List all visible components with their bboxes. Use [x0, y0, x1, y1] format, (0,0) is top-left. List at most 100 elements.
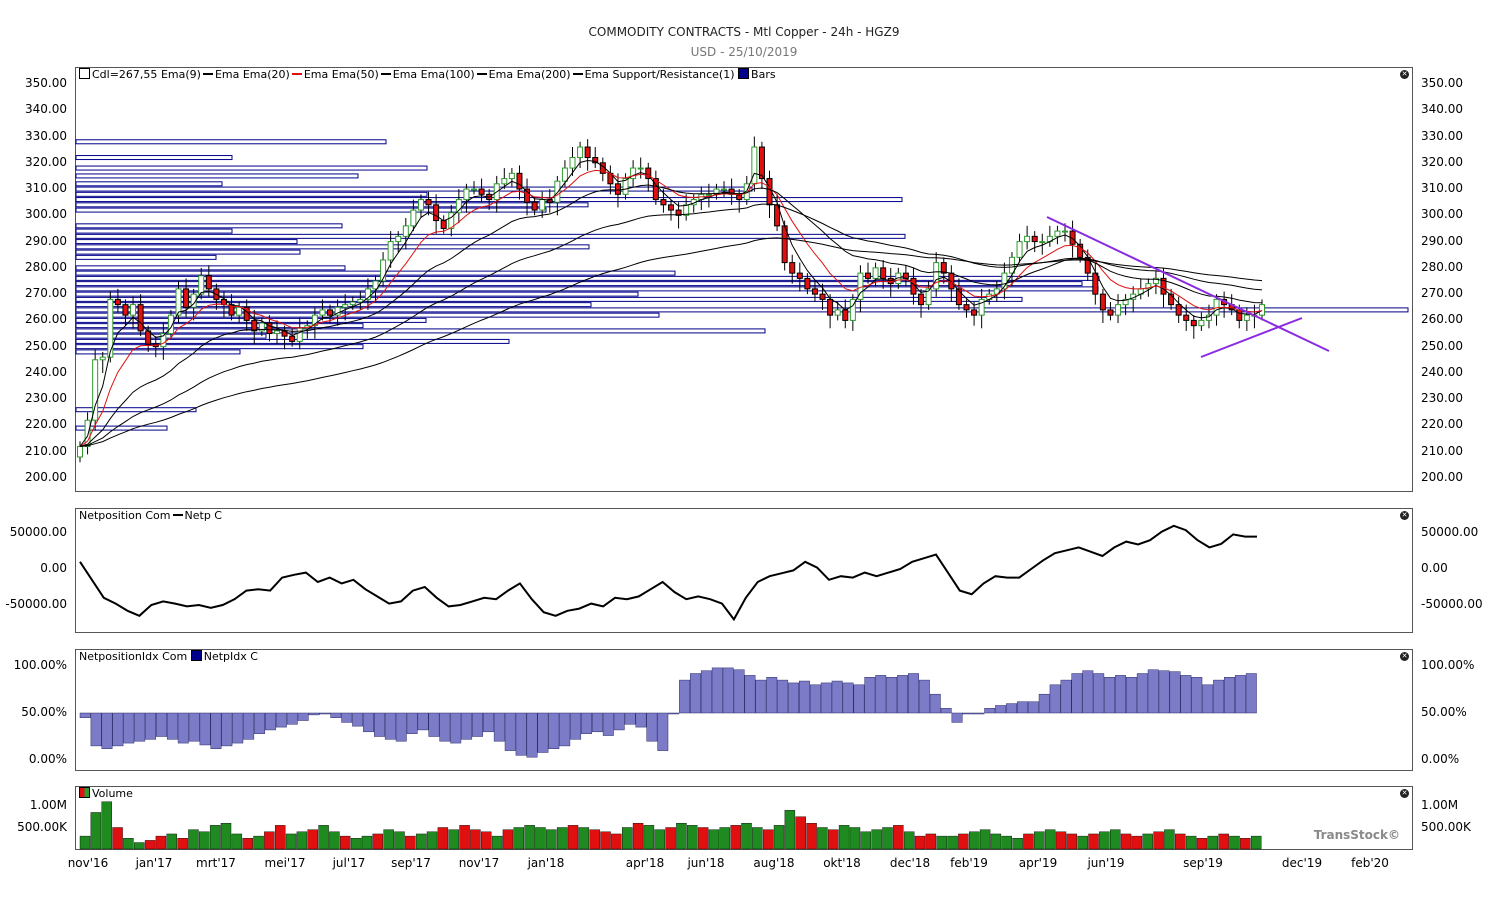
- sr-bar: [75, 202, 589, 208]
- volume-bar: [882, 827, 893, 850]
- candle-body: [736, 193, 743, 201]
- volume-bar: [784, 810, 796, 850]
- candle-body: [978, 298, 985, 316]
- sr-bar: [75, 349, 241, 355]
- netidx-bar: [613, 712, 625, 731]
- volume-bar: [990, 833, 1002, 850]
- candle-body: [137, 304, 144, 332]
- price-tick-right: 200.00: [1421, 470, 1463, 484]
- candle-body: [539, 199, 546, 211]
- netidx-bar: [788, 682, 800, 714]
- candle-body: [849, 298, 856, 321]
- volume-bar: [969, 831, 980, 850]
- sr-bar: [75, 181, 223, 187]
- volume-bar: [556, 827, 568, 850]
- netidx-bar: [145, 712, 157, 740]
- candle-body: [372, 280, 379, 290]
- candle-body: [721, 188, 728, 191]
- volume-bar: [871, 829, 882, 850]
- volume-bar: [481, 831, 492, 850]
- volume-bar: [155, 835, 167, 850]
- netidx-bar: [1213, 679, 1225, 714]
- volume-bar: [285, 833, 297, 850]
- price-tick-left: 300.00: [25, 207, 67, 222]
- volume-bar: [372, 833, 384, 850]
- netidx-bar: [744, 675, 756, 714]
- x-tick-label: jun'18: [687, 856, 725, 870]
- netposition-panel: Netposition Com Netp C ✕: [75, 508, 1413, 633]
- price-tick-left: 330.00: [25, 128, 67, 143]
- legend-ema-label-5: Ema: [584, 68, 609, 81]
- netidx-bar: [548, 712, 560, 749]
- trendline-support: [1200, 317, 1303, 358]
- netidx-bar: [232, 712, 244, 744]
- close-netposition-panel-icon[interactable]: ✕: [1400, 511, 1409, 520]
- sr-bar: [75, 296, 1023, 302]
- volume-bar: [535, 827, 546, 850]
- netp-tick-left: -50000.00: [5, 597, 67, 611]
- candle-body: [402, 225, 409, 237]
- ema9-line: [79, 159, 1263, 447]
- close-price-panel-icon[interactable]: ✕: [1400, 70, 1409, 79]
- candle-body: [501, 178, 508, 185]
- candle-body: [554, 180, 561, 203]
- netidx-bar: [537, 712, 549, 753]
- candle-body: [1031, 235, 1038, 243]
- candle-body: [114, 298, 121, 306]
- volume-bar: [1175, 833, 1186, 850]
- candle-body: [1243, 314, 1250, 321]
- volume-bar: [622, 827, 633, 850]
- netidx-bar: [363, 712, 374, 733]
- volume-bar: [231, 833, 243, 850]
- close-netidx-panel-icon[interactable]: ✕: [1400, 652, 1409, 661]
- close-volume-panel-icon[interactable]: ✕: [1400, 789, 1409, 798]
- netposition-item: Netp C: [184, 509, 222, 522]
- netidx-bar: [1147, 669, 1159, 714]
- candle-body: [1205, 314, 1212, 321]
- netidx-bar: [984, 708, 996, 714]
- x-tick-label: feb'20: [1351, 856, 1389, 870]
- netidx-bar: [722, 667, 734, 714]
- candle-body: [198, 275, 205, 295]
- candle-body: [660, 199, 667, 206]
- volume-bar: [936, 835, 947, 850]
- price-tick-left: 340.00: [25, 102, 67, 117]
- volume-bar: [459, 825, 470, 850]
- netidx-name: NetpositionIdx Com: [79, 650, 188, 663]
- volume-bar: [1196, 838, 1208, 850]
- candle-body: [758, 146, 765, 180]
- candle-body: [130, 304, 137, 316]
- candle-body: [77, 445, 83, 458]
- price-tick-right: 290.00: [1421, 233, 1463, 248]
- candle-body: [107, 298, 114, 358]
- sr-bar: [75, 228, 233, 234]
- volume-legend: Volume: [79, 787, 133, 800]
- vol-tick-left: 500.00K: [17, 819, 67, 834]
- netidx-bar: [809, 684, 821, 714]
- candle-body: [205, 275, 212, 290]
- candle-body: [327, 309, 334, 316]
- sr-bar: [75, 286, 1099, 292]
- x-tick-label: okt'18: [823, 856, 861, 870]
- x-tick-label: nov'16: [67, 856, 109, 870]
- price-tick-right: 210.00: [1421, 443, 1463, 458]
- volume-bar: [513, 827, 525, 850]
- netidx-bar: [297, 712, 309, 721]
- candle-body: [910, 277, 917, 295]
- candle-body: [880, 267, 887, 279]
- candle-body: [251, 319, 258, 332]
- price-tick-left: 280.00: [25, 259, 67, 274]
- netidx-bar: [700, 670, 712, 714]
- volume-bar: [632, 823, 644, 850]
- candle-body: [614, 183, 621, 195]
- volume-bar: [643, 825, 655, 850]
- candle-body: [1001, 272, 1008, 290]
- candle-body: [1062, 230, 1068, 233]
- sr-bar: [75, 249, 301, 255]
- price-tick-right: 340.00: [1421, 102, 1463, 117]
- candle-body: [167, 314, 174, 335]
- volume-bar: [491, 835, 503, 850]
- candle-body: [1054, 230, 1061, 237]
- netidx-bar: [112, 712, 124, 747]
- x-tick-label: feb'19: [950, 856, 988, 870]
